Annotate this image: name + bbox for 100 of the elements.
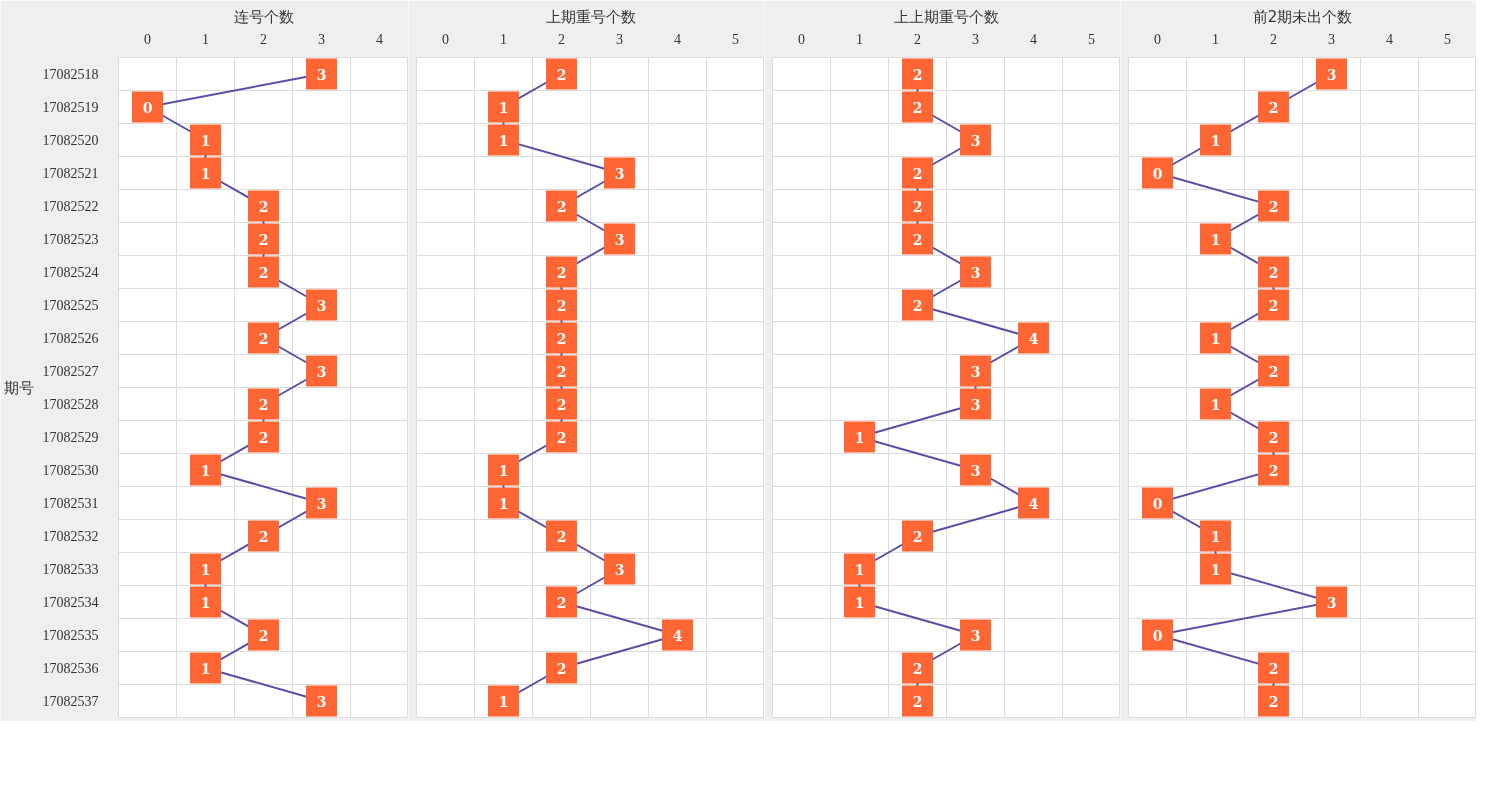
data-label: 2 [1268, 693, 1279, 710]
data-label: 2 [258, 231, 269, 248]
data-label: 2 [556, 330, 567, 347]
data-label: 1 [1210, 132, 1221, 149]
point [902, 157, 933, 189]
y-tick-label: 17082535 [42, 628, 99, 643]
data-label: 1 [1210, 330, 1221, 347]
data-label: 0 [142, 99, 153, 116]
y-tick-label: 17082520 [42, 133, 99, 148]
point [902, 58, 933, 90]
data-label: 3 [970, 462, 981, 479]
point [132, 91, 163, 123]
point [902, 223, 933, 255]
point [1258, 289, 1289, 321]
point [1142, 487, 1173, 519]
x-tick-label: 1 [500, 31, 507, 47]
point [190, 553, 221, 585]
y-tick-label: 17082527 [42, 364, 99, 379]
x-tick-label: 1 [856, 31, 863, 47]
data-label: 1 [1210, 231, 1221, 248]
data-label: 2 [1268, 198, 1279, 215]
x-tick-label: 0 [798, 31, 805, 47]
data-label: 2 [912, 99, 923, 116]
y-tick-label: 17082528 [42, 397, 99, 412]
data-label: 4 [672, 627, 683, 644]
data-label: 0 [1152, 495, 1163, 512]
y-tick-label: 17082533 [42, 562, 99, 577]
y-tick-label: 17082531 [42, 496, 99, 511]
point [248, 388, 279, 420]
point [488, 685, 519, 717]
data-label: 2 [258, 429, 269, 446]
point [1018, 322, 1049, 354]
data-label: 1 [200, 660, 211, 677]
point [306, 685, 337, 717]
x-tick-label: 5 [1088, 31, 1095, 47]
point [844, 421, 875, 453]
point [1258, 421, 1289, 453]
point [902, 289, 933, 321]
data-label: 2 [1268, 462, 1279, 479]
data-label: 2 [258, 528, 269, 545]
data-label: 0 [1152, 165, 1163, 182]
data-label: 0 [1152, 627, 1163, 644]
point [902, 652, 933, 684]
data-label: 3 [1326, 66, 1337, 83]
data-label: 2 [1268, 99, 1279, 116]
x-tick-label: 1 [1212, 31, 1219, 47]
point [960, 619, 991, 651]
y-tick-label: 17082524 [42, 265, 99, 280]
point [960, 355, 991, 387]
y-tick-label: 17082537 [42, 694, 99, 709]
data-label: 2 [1268, 660, 1279, 677]
data-label: 1 [200, 132, 211, 149]
x-tick-label: 2 [558, 31, 565, 47]
point [306, 355, 337, 387]
x-tick-label: 5 [1444, 31, 1451, 47]
y-tick-label: 17082530 [42, 463, 99, 478]
point [488, 487, 519, 519]
point [902, 685, 933, 717]
data-label: 1 [498, 132, 509, 149]
y-tick-label: 17082518 [42, 67, 99, 82]
x-tick-label: 0 [144, 31, 151, 47]
data-label: 3 [316, 363, 327, 380]
x-tick-label: 5 [732, 31, 739, 47]
data-label: 2 [912, 66, 923, 83]
x-tick-label: 3 [616, 31, 623, 47]
point [248, 520, 279, 552]
point [960, 124, 991, 156]
point [1200, 520, 1231, 552]
x-tick-label: 0 [442, 31, 449, 47]
data-label: 1 [200, 165, 211, 182]
data-label: 3 [970, 264, 981, 281]
y-tick-label: 17082534 [42, 595, 99, 610]
x-tick-label: 0 [1154, 31, 1161, 47]
data-label: 3 [970, 396, 981, 413]
x-tick-label: 2 [1270, 31, 1277, 47]
data-label: 2 [912, 231, 923, 248]
x-tick-label: 4 [376, 31, 383, 47]
x-tick-label: 1 [202, 31, 209, 47]
point [1200, 553, 1231, 585]
point [1142, 619, 1173, 651]
point [546, 256, 577, 288]
point [1316, 586, 1347, 618]
data-label: 2 [556, 594, 567, 611]
data-label: 1 [200, 594, 211, 611]
data-label: 1 [498, 99, 509, 116]
y-tick-label: 17082526 [42, 331, 99, 346]
data-label: 3 [316, 297, 327, 314]
point [248, 223, 279, 255]
data-label: 3 [614, 561, 625, 578]
data-label: 2 [1268, 297, 1279, 314]
y-axis-title: 期号 [3, 378, 34, 397]
data-label: 2 [556, 66, 567, 83]
point [546, 586, 577, 618]
data-label: 1 [854, 594, 865, 611]
data-label: 1 [498, 693, 509, 710]
data-label: 3 [970, 627, 981, 644]
point [1258, 91, 1289, 123]
chart-title: 前2期未出个数 [1252, 7, 1353, 26]
point [248, 322, 279, 354]
y-tick-label: 17082536 [42, 661, 99, 676]
